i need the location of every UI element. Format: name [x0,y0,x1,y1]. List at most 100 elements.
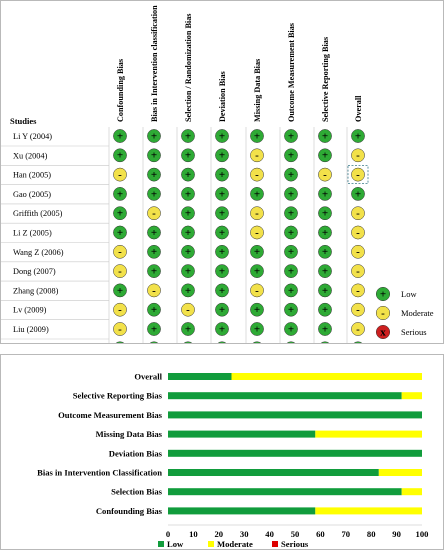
rating-symbol: + [355,130,361,142]
x-tick-label: 80 [367,529,376,539]
study-label: Dong (2007) [13,267,56,276]
column-header: Confounding Bias [116,59,125,122]
bar-segment-moderate [315,507,422,514]
legend-symbol: x [380,327,386,339]
legend-label: Low [401,289,417,299]
rating-symbol: + [219,323,225,335]
rating-symbol: - [118,304,122,316]
rating-symbol: + [185,323,191,335]
studies-header: Studies [10,116,37,126]
bar-segment-low [168,392,402,399]
rating-symbol: - [255,169,259,181]
bar-segment-low [168,469,379,476]
rating-symbol: + [185,266,191,278]
rating-symbol: - [323,169,327,181]
rating-symbol: - [356,304,360,316]
study-label: Li Z (2005) [13,229,52,238]
rating-symbol: + [117,285,123,297]
rating-symbol: - [356,169,360,181]
rating-symbol: + [219,130,225,142]
rating-symbol: + [151,246,157,258]
rating-symbol: - [118,323,122,335]
rating-symbol: + [322,188,328,200]
rating-symbol: + [151,130,157,142]
legend-label: Low [167,539,184,549]
bar-segment-moderate [315,431,422,438]
bar-segment-moderate [379,469,422,476]
bar-segment-low [168,411,422,418]
rating-symbol: + [254,246,260,258]
legend-swatch-low [158,541,164,547]
rating-symbol: + [322,304,328,316]
bar-segment-low [168,507,315,514]
rating-symbol: + [185,208,191,220]
x-tick-label: 20 [215,529,224,539]
rating-symbol: + [151,188,157,200]
rating-symbol: - [152,285,156,297]
rating-symbol: + [322,246,328,258]
rating-symbol: + [219,285,225,297]
study-label: Wang Z (2006) [13,248,64,257]
rating-symbol: + [151,227,157,239]
rating-symbol: + [117,227,123,239]
bar-segment-moderate [402,488,422,495]
bar-segment-low [168,431,315,438]
bar-segment-moderate [402,392,422,399]
rating-symbol: + [185,285,191,297]
study-label: Han (2005) [13,171,51,180]
study-label: Lv (2009) [13,306,47,315]
bar-segment-low [168,373,232,380]
x-tick-label: 60 [316,529,325,539]
rating-symbol: + [151,323,157,335]
category-label: Overall [134,372,162,382]
rating-symbol: + [254,304,260,316]
rating-symbol: + [322,208,328,220]
rating-symbol: + [117,150,123,162]
rating-symbol: + [322,130,328,142]
category-label: Deviation Bias [109,448,163,458]
rating-symbol: + [288,266,294,278]
bar-segment-moderate [232,373,423,380]
rating-symbol: + [219,246,225,258]
category-label: Selection Bias [111,487,163,497]
legend-label: Serious [401,327,427,337]
x-tick-label: 100 [416,529,429,539]
x-tick-label: 30 [240,529,249,539]
rating-symbol: - [356,266,360,278]
legend-label: Moderate [401,308,434,318]
rating-symbol: - [118,266,122,278]
rating-symbol: + [322,323,328,335]
rating-symbol: - [356,285,360,297]
rating-symbol: + [219,208,225,220]
rating-symbol: + [219,227,225,239]
column-header: Overall [354,95,363,122]
rating-symbol: + [288,130,294,142]
rating-symbol: + [117,130,123,142]
rating-symbol: + [254,130,260,142]
rating-symbol: + [288,304,294,316]
study-label: Li Y (2004) [13,132,52,141]
study-label: Gao (2005) [13,190,51,199]
rating-symbol: + [151,304,157,316]
rating-symbol: - [356,227,360,239]
rating-symbol: + [185,188,191,200]
rating-symbol: - [152,208,156,220]
rating-symbol: - [356,323,360,335]
rating-symbol: + [288,285,294,297]
rating-symbol: + [117,208,123,220]
rating-symbol: + [117,188,123,200]
category-label: Selective Reporting Bias [73,391,163,401]
rating-symbol: + [185,150,191,162]
rating-symbol: + [185,130,191,142]
rating-symbol: + [151,266,157,278]
column-header: Outcome Measurement Bias [287,23,296,122]
bar-segment-low [168,450,422,457]
category-label: Missing Data Bias [96,429,163,439]
column-header: Selection / Randomization Bias [184,14,193,123]
column-header: Selective Reporting Bias [321,37,330,122]
rating-symbol: - [356,150,360,162]
legend-label: Moderate [217,539,253,549]
